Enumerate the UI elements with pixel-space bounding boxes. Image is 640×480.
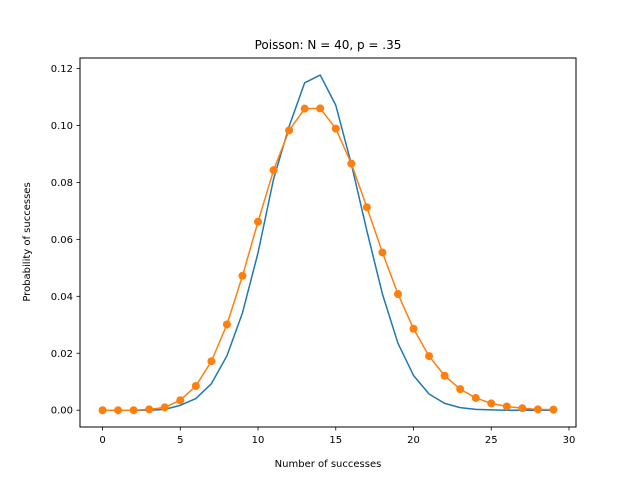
y-tick-label: 0.12 <box>51 64 73 75</box>
x-tick-label: 5 <box>177 435 183 446</box>
series-2-point <box>393 290 402 299</box>
series-2-point <box>378 248 387 257</box>
series-2-point <box>362 203 371 212</box>
series-2-point <box>129 406 138 415</box>
y-tick-label: 0.08 <box>51 178 73 189</box>
x-axis-label: Number of successes <box>275 459 382 470</box>
y-tick-label: 0.00 <box>51 406 73 417</box>
series-line-1 <box>101 74 555 411</box>
series-2-point <box>238 271 247 280</box>
y-tick-label: 0.10 <box>51 121 73 132</box>
series-2-point <box>160 403 169 412</box>
series-2-point <box>409 324 418 333</box>
x-tick-label: 0 <box>99 435 105 446</box>
series-2-point <box>425 352 434 361</box>
plot-area <box>98 74 558 415</box>
series-2-point <box>518 404 527 413</box>
y-axis-label: Probability of successes <box>22 182 33 301</box>
x-tick-label: 10 <box>252 435 265 446</box>
y-tick-label: 0.04 <box>51 292 73 303</box>
series-2-point <box>222 320 231 329</box>
series-2-point <box>191 382 200 390</box>
series-2-point <box>207 357 216 366</box>
series-2-point <box>300 104 309 113</box>
series-2-point <box>254 217 263 226</box>
series-2-point <box>487 399 496 408</box>
y-tick-label: 0.02 <box>51 349 73 360</box>
x-axis: 0 5 10 15 20 25 30 <box>99 427 575 446</box>
x-tick-label: 15 <box>329 435 342 446</box>
series-2-point <box>285 126 294 135</box>
series-2-point <box>98 406 107 415</box>
x-tick-label: 20 <box>407 435 420 446</box>
series-2-point <box>176 396 185 405</box>
series-2-point <box>440 371 449 380</box>
series-2-point <box>331 124 340 133</box>
axes-frame <box>79 57 577 428</box>
chart-title: Poisson: N = 40, p = .35 <box>255 38 402 52</box>
series-2-point <box>347 159 356 168</box>
y-tick-label: 0.06 <box>51 235 73 246</box>
series-2-point <box>145 405 154 414</box>
series-2-point <box>533 405 542 414</box>
series-2-point <box>269 166 278 175</box>
series-2-point <box>471 393 480 402</box>
series-2-point <box>456 385 465 394</box>
series-2-point <box>114 406 123 415</box>
series-2-point <box>502 402 511 411</box>
x-tick-label: 25 <box>485 435 498 446</box>
series-2-point <box>316 104 325 113</box>
y-axis: 0.00 0.02 0.04 0.06 0.08 0.10 0.12 <box>51 64 80 417</box>
series-2-point <box>549 405 558 414</box>
x-tick-label: 30 <box>563 435 576 446</box>
